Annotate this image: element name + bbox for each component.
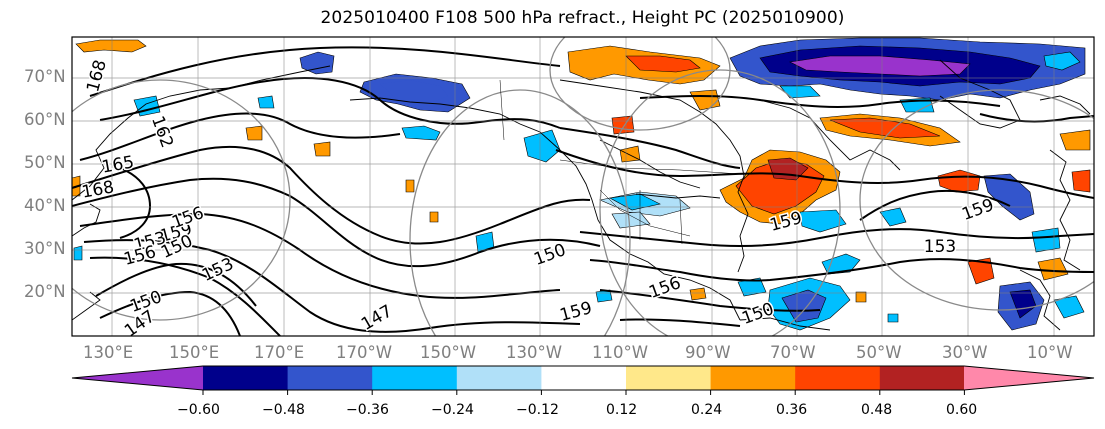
lon-label: 90°W xyxy=(685,343,731,362)
contour-label: 156 xyxy=(122,242,159,270)
lat-label: 30°N xyxy=(24,239,66,258)
colorbar-tick-label: −0.48 xyxy=(262,402,305,418)
gray-arcs xyxy=(72,37,1094,336)
lon-label: 70°W xyxy=(770,343,816,362)
colorbar-swatch xyxy=(287,366,373,390)
lat-label: 20°N xyxy=(24,282,66,301)
colorbar-swatch xyxy=(626,366,712,390)
lon-label: 130°E xyxy=(83,343,134,362)
colorbar-tick-label: 0.12 xyxy=(606,402,638,418)
lon-label: 50°W xyxy=(856,343,902,362)
map-title: 2025010400 F108 500 hPa refract., Height… xyxy=(320,8,845,28)
colorbar-tick-label: −0.12 xyxy=(516,402,559,418)
lon-label: 150°E xyxy=(169,343,220,362)
colorbar-swatch xyxy=(964,366,1094,390)
lon-label: 170°E xyxy=(254,343,305,362)
colorbar-tick-label: 0.48 xyxy=(861,402,893,418)
contour-label: 156 xyxy=(169,203,206,233)
height-contours xyxy=(72,46,1094,336)
colorbar-swatch xyxy=(203,366,289,390)
lon-label: 130°W xyxy=(506,343,563,362)
colorbar-tick-label: 0.24 xyxy=(691,402,723,418)
colorbar-swatch xyxy=(72,366,203,390)
colorbar-swatch xyxy=(710,366,796,390)
lon-label: 10°W xyxy=(1027,343,1073,362)
lat-label: 40°N xyxy=(24,196,66,215)
lon-label: 110°W xyxy=(592,343,649,362)
lon-label: 30°W xyxy=(942,343,988,362)
colorbar-tick-label: −0.36 xyxy=(346,402,389,418)
colorbar-swatch xyxy=(879,366,965,390)
contour-label: 153 xyxy=(924,237,956,257)
lat-label: 50°N xyxy=(24,153,66,172)
colorbar-tick-label: −0.60 xyxy=(177,402,220,418)
colorbar-tick-label: −0.24 xyxy=(431,402,474,418)
colorbar-swatch xyxy=(541,366,627,390)
graticule xyxy=(72,37,1094,336)
colorbar-swatch xyxy=(456,366,542,390)
lon-label: 150°W xyxy=(420,343,477,362)
colorbar-swatch xyxy=(372,366,458,390)
colorbar-tick-label: 0.60 xyxy=(946,402,978,418)
colorbar xyxy=(71,365,1095,395)
lat-label: 70°N xyxy=(24,67,66,86)
lon-label: 170°W xyxy=(336,343,393,362)
colorbar-swatch xyxy=(795,366,881,390)
coastlines xyxy=(72,59,1091,331)
lat-label: 60°N xyxy=(24,110,66,129)
colorbar-tick-label: 0.36 xyxy=(776,402,808,418)
plot-frame xyxy=(71,36,1095,337)
